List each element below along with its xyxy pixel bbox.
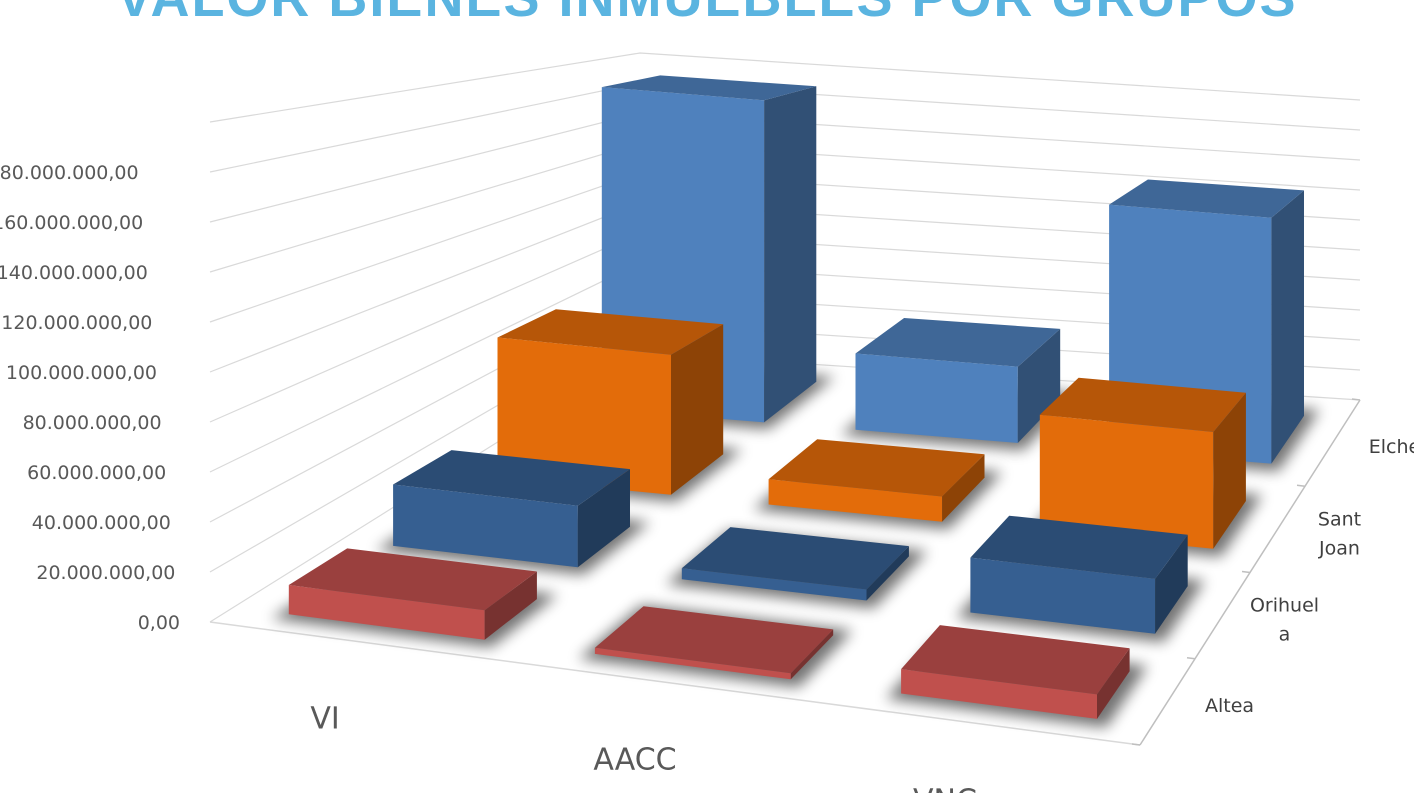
bar-front-face	[970, 557, 1156, 634]
x-axis-line	[209, 621, 1141, 746]
bar-top-face	[681, 527, 909, 590]
bar-side-face	[1155, 534, 1188, 634]
bar-side-face	[764, 86, 817, 423]
bar-top-face	[288, 548, 537, 611]
bar	[681, 527, 909, 601]
y-tick-label: 0,00	[138, 612, 180, 634]
y-tick-label: 100.000.000,00	[6, 362, 157, 384]
y-tick-label: 120.000.000,00	[1, 312, 152, 334]
bar-top-face	[970, 515, 1188, 579]
bar-side-face	[1017, 328, 1061, 443]
bar	[288, 548, 537, 640]
bar-side-face	[790, 629, 834, 680]
depth-tick	[1296, 484, 1306, 487]
x-category-label: VNC	[913, 784, 977, 793]
bar-front-face	[393, 484, 578, 568]
y-tick-label: 60.000.000,00	[27, 462, 166, 484]
bar-top-face	[855, 318, 1061, 367]
bar-side-face	[671, 324, 724, 495]
y-tick-label: 20.000.000,00	[36, 562, 175, 584]
depth-tick	[1241, 570, 1251, 574]
bar-front-face	[288, 585, 485, 640]
depth-category-label: Elche	[1369, 436, 1414, 458]
bar-side-face	[942, 454, 985, 522]
bar-top-face	[497, 309, 724, 355]
y-tick-label: 140.000.000,00	[0, 262, 148, 284]
bar-top-face	[901, 625, 1130, 695]
bar	[855, 318, 1061, 443]
depth-tick	[1351, 398, 1361, 401]
bar-front-face	[594, 647, 791, 680]
gridline	[209, 52, 1361, 123]
depth-tick	[1131, 743, 1141, 746]
bar-top-face	[594, 606, 834, 674]
bar	[1039, 377, 1246, 549]
bar-front-face	[497, 337, 671, 495]
y-tick-label: 80.000.000,00	[23, 412, 162, 434]
depth-category-label: Sant Joan	[1318, 508, 1361, 559]
bar	[768, 439, 985, 522]
bar-side-face	[577, 469, 630, 568]
chart-title: VALOR BIENES INMUEBLES POR GRUPOS	[116, 0, 1297, 28]
bar-front-face	[901, 669, 1097, 719]
bars	[288, 75, 1304, 719]
bar	[497, 309, 724, 495]
bar-top-face	[601, 75, 817, 101]
bar-front-face	[681, 568, 867, 601]
depth-category-label: Altea	[1205, 695, 1254, 717]
y-tick-label: 180.000.000,00	[0, 162, 139, 184]
axis-labels: 0,00 20.000.000,00 40.000.000,00 60.000.000…	[0, 162, 1414, 793]
bar-side-face	[866, 546, 909, 601]
axes	[209, 398, 1361, 746]
bar-side-face	[1213, 392, 1246, 549]
bar-front-face	[1039, 414, 1214, 549]
bar-side-face	[1271, 190, 1304, 464]
bar-top-face	[393, 450, 630, 506]
y-tick-label: 40.000.000,00	[32, 512, 171, 534]
depth-category-label: Orihuel a	[1250, 595, 1319, 646]
bar	[901, 625, 1130, 719]
bar-top-face	[1039, 377, 1246, 432]
bar	[970, 515, 1188, 634]
bar-front-face	[855, 353, 1018, 443]
x-category-label: AACC	[593, 743, 676, 778]
bar-side-face	[484, 571, 537, 640]
x-category-label: VI	[310, 702, 339, 737]
bar	[393, 450, 630, 568]
bar-side-face	[1097, 648, 1130, 719]
bar	[594, 606, 834, 680]
bar-top-face	[1109, 179, 1304, 218]
bar-top-face	[768, 439, 985, 497]
bar-front-face	[768, 479, 943, 522]
y-tick-label: 160.000.000,00	[0, 212, 143, 234]
depth-tick	[1186, 657, 1196, 660]
